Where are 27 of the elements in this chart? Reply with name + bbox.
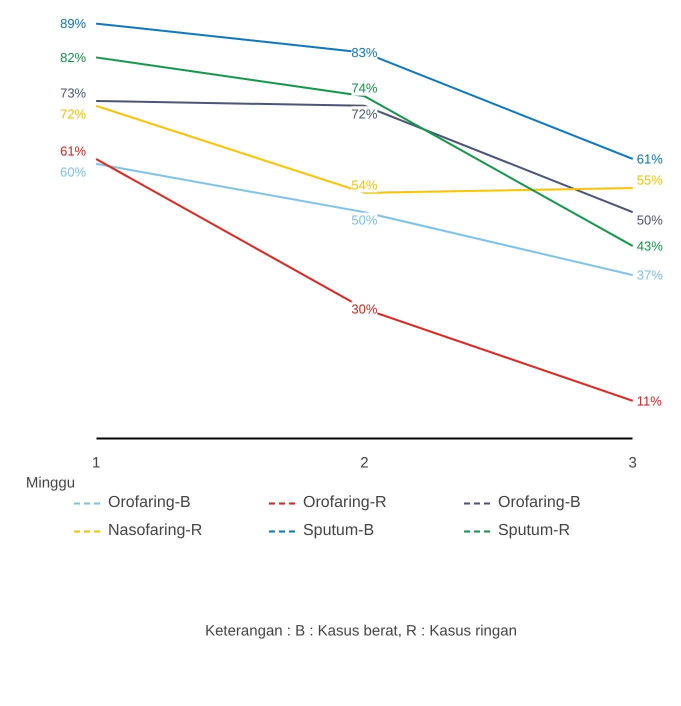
data-label: 72% [351, 106, 378, 122]
data-label: 89% [60, 16, 87, 32]
data-label: 50% [636, 212, 664, 228]
x-tick-label: 2 [360, 454, 369, 472]
data-label: 11% [636, 393, 662, 408]
legend-label: Nasofaring-R [108, 522, 204, 540]
text: Keterangan : B : Kasus berat, R : Kasus ringan [205, 622, 517, 640]
data-label: 72% [60, 106, 87, 122]
x-tick-label: 3 [628, 454, 637, 472]
data-label: 73% [60, 85, 87, 100]
data-label: 74% [351, 80, 378, 96]
data-label: 50% [351, 212, 378, 228]
data-label: 43% [636, 238, 664, 254]
legend-label: Orofaring-B [498, 494, 582, 512]
x-axis-title: Minggu [26, 474, 76, 492]
data-label: 61% [636, 151, 664, 166]
data-label: 82% [60, 50, 87, 65]
legend-label: Sputum-R [498, 522, 572, 540]
data-label: 61% [60, 143, 87, 158]
legend-label: Orofaring-B [108, 494, 192, 512]
legend-label: Orofaring-R [303, 494, 388, 512]
data-label: 54% [351, 177, 378, 192]
data-label: 60% [60, 164, 87, 180]
legend-label: Sputum-B [303, 522, 376, 540]
data-label: 37% [636, 268, 664, 283]
x-tick-label: 1 [92, 454, 100, 472]
data-label: 55% [636, 172, 664, 188]
